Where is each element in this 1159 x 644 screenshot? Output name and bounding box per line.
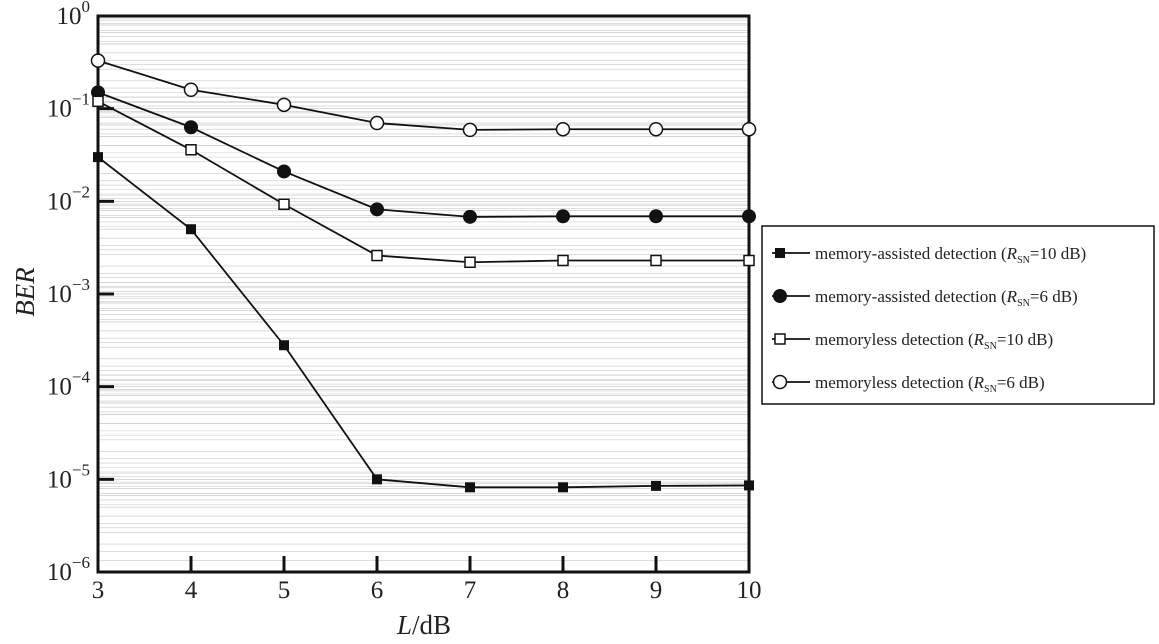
series-4 [90,53,757,138]
series-line [97,100,749,264]
legend-entry: memoryless detection (RSN=10 dB) [772,330,1053,352]
x-tick-label: 5 [278,577,291,604]
data-point [462,122,478,138]
y-tick-label: 100 [57,0,91,30]
x-tick-label: 6 [371,577,384,604]
legend-marker [774,333,786,345]
data-point [741,121,757,137]
data-point [556,209,570,224]
legend-marker [773,289,787,303]
series-line [97,156,750,489]
data-point [371,249,383,262]
series-line [97,91,749,218]
data-point [372,474,382,485]
data-point [92,95,104,108]
data-point [370,202,384,217]
y-tick-label: 10−3 [47,275,90,308]
data-point [277,164,291,179]
data-point [557,254,569,267]
grid-lines [98,15,749,573]
legend-entry: memoryless detection (RSN=6 dB) [772,373,1045,395]
legend-marker [772,374,788,390]
legend-entry: memory-assisted detection (RSN=6 dB) [772,287,1078,309]
x-tick-label: 3 [92,577,105,604]
y-tick-label: 10−2 [47,182,90,215]
data-point [183,82,199,98]
data-point [555,121,571,137]
legend-label: memory-assisted detection (RSN=10 dB) [815,244,1086,266]
y-tick-label: 10−4 [47,368,91,401]
series-3 [92,95,755,269]
x-tick-label: 7 [464,577,477,604]
data-point [93,152,103,163]
data-point [649,209,663,224]
data-point [650,254,662,267]
legend-entry: memory-assisted detection (RSN=10 dB) [772,244,1086,266]
data-point [743,254,755,267]
x-axis-label: L/dB [396,610,451,640]
y-tick-label: 10−5 [47,460,90,493]
data-point [185,144,197,156]
data-point [186,224,196,235]
axis-ticks: 3 4 5 6 7 8 9 10 100 10−1 10−2 10−3 10−4 10−5 10−6 [47,0,762,604]
legend-label: memoryless detection (RSN=6 dB) [815,373,1045,395]
series-1 [93,152,754,493]
data-point [651,480,661,491]
x-tick-label: 8 [557,577,570,604]
x-tick-label: 4 [185,577,198,604]
data-point [276,97,292,113]
legend-box [761,225,1155,405]
data-point [279,340,289,351]
series-line [97,59,749,131]
data-point [464,256,476,269]
data-point [744,480,754,491]
data-point [648,121,664,137]
y-axis-label: BER [10,267,40,317]
legend-marker [775,248,785,258]
data-point [184,120,198,135]
data-point [465,482,475,493]
data-point [742,209,756,224]
y-tick-label: 10−1 [47,90,90,123]
legend: memory-assisted detection (RSN=10 dB) mem… [761,225,1155,405]
data-point [278,198,290,211]
data-point [90,53,106,68]
x-tick-label: 9 [650,577,663,604]
legend-label: memoryless detection (RSN=10 dB) [815,330,1053,352]
y-tick-label: 10−6 [47,553,90,586]
data-point [463,209,477,224]
data-point [369,115,385,131]
x-tick-label: 10 [737,577,762,604]
series-layer [90,53,757,493]
data-point [558,482,568,493]
legend-label: memory-assisted detection (RSN=6 dB) [815,287,1078,309]
